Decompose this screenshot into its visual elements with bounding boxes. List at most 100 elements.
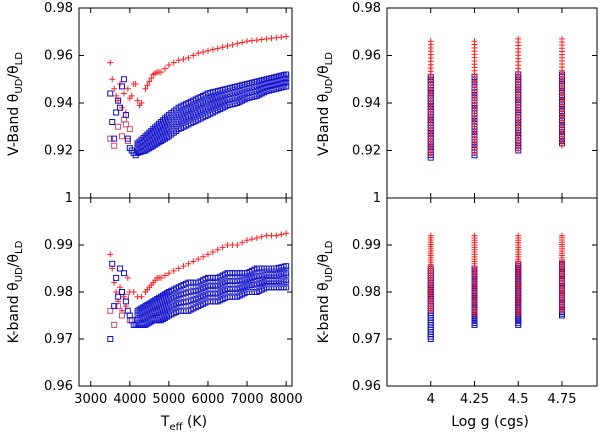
data-point-square [146, 129, 153, 136]
data-point-square [118, 289, 125, 295]
y-tick-label: 0.96 [44, 379, 73, 394]
data-point-square [107, 307, 114, 314]
data-point-square [120, 270, 127, 277]
data-point-plus [124, 85, 131, 92]
data-point-plus [471, 38, 478, 45]
data-point-plus [268, 35, 275, 42]
data-point-plus [427, 38, 434, 45]
data-point-plus [253, 234, 260, 241]
data-point-square [122, 298, 129, 305]
data-point-plus [195, 50, 202, 57]
data-point-square [118, 312, 125, 319]
data-point-plus [214, 246, 221, 253]
data-point-plus [138, 293, 145, 300]
data-point-square [122, 111, 129, 118]
data-point-plus [170, 267, 177, 274]
data-point-square [115, 303, 122, 310]
data-point-square [107, 90, 114, 97]
plot-frame [386, 7, 598, 199]
data-point-plus [161, 272, 168, 279]
data-point-plus [190, 258, 197, 265]
data-point-square [120, 76, 127, 83]
data-point-plus [229, 41, 236, 48]
data-point-plus [161, 65, 168, 72]
data-point-plus [263, 35, 270, 42]
ylabel-vband-right: V-Band θUD/θLD [316, 52, 335, 156]
data-point-plus [165, 62, 172, 68]
data-point-plus [239, 39, 246, 46]
data-point-square [283, 284, 290, 291]
y-tick-label: 0.96 [352, 379, 381, 394]
data-point-plus [132, 81, 139, 87]
data-point-plus [120, 90, 127, 97]
y-tick-label: 0.99 [44, 238, 73, 253]
y-tick-label: 0.97 [352, 332, 381, 347]
data-point-plus [134, 97, 141, 104]
data-point-plus [559, 232, 565, 239]
panel-vband-logg: 0.92 0.94 0.96 0.98 [352, 1, 598, 199]
data-point-square [122, 121, 129, 128]
y-tick-label: 0.97 [44, 332, 73, 347]
data-point-plus [244, 237, 251, 244]
y-tick-label: 1 [373, 191, 381, 206]
data-point-plus [219, 244, 226, 251]
data-point-square [144, 131, 151, 138]
data-point-square [283, 277, 290, 284]
data-point-plus [185, 54, 192, 61]
y-tick-label: 0.94 [352, 96, 381, 111]
data-point-plus [427, 232, 434, 239]
y-tick-label: 1 [65, 191, 73, 206]
data-point-square [283, 273, 290, 280]
data-point-plus [219, 44, 226, 51]
ylabel-kband-left: K-band θUD/θLD [6, 240, 25, 343]
data-point-plus [124, 274, 131, 281]
data-point-plus [175, 265, 182, 272]
data-point-square [113, 274, 120, 281]
data-point-square [109, 119, 116, 125]
data-point-plus [111, 85, 118, 92]
data-point-plus [109, 76, 116, 83]
y-tick-label: 0.98 [352, 1, 381, 16]
data-point-square [118, 133, 125, 140]
data-point-plus [165, 270, 172, 277]
y-tick-label: 0.92 [44, 144, 73, 159]
panel-vband-teff: 0.92 0.94 0.96 0.98 [44, 1, 293, 199]
data-point-square [115, 97, 122, 104]
data-point-plus [185, 260, 192, 267]
data-point-square [111, 303, 118, 310]
data-point-plus [180, 56, 187, 63]
y-tick-label: 0.96 [352, 49, 381, 64]
data-point-plus [144, 82, 151, 89]
plot-frame [386, 197, 598, 387]
data-point-plus [128, 92, 135, 99]
data-point-plus [283, 230, 290, 237]
data-point-square [283, 266, 290, 273]
data-point-plus [130, 289, 137, 295]
y-tick-label: 0.98 [352, 285, 381, 300]
data-point-plus [234, 40, 241, 47]
data-point-plus [158, 69, 165, 76]
data-point-plus [253, 37, 260, 44]
data-point-plus [195, 256, 202, 263]
data-point-plus [471, 232, 478, 239]
y-tick-label: 0.98 [44, 1, 73, 16]
data-point-square [113, 109, 120, 116]
data-point-plus [175, 57, 182, 64]
data-point-square [117, 265, 124, 272]
x-tick-label: 7000 [231, 392, 264, 407]
y-tick-label: 0.99 [352, 238, 381, 253]
panel-kband-teff: 0.96 0.97 0.98 0.99 1 3000 4000 5000 6000 7000 800… [44, 191, 303, 407]
x-tick-label: 4 [427, 392, 435, 407]
data-point-plus [258, 233, 265, 240]
data-point-square [111, 142, 118, 149]
y-tick-label: 0.96 [44, 49, 73, 64]
data-point-plus [214, 45, 221, 52]
x-tick-label: 6000 [191, 392, 224, 407]
data-point-plus [148, 75, 155, 82]
data-point-square [107, 135, 114, 142]
data-point-plus [515, 35, 522, 42]
ylabel-vband-left: V-Band θUD/θLD [6, 52, 25, 156]
data-point-plus [170, 59, 177, 66]
data-point-square [111, 135, 118, 142]
